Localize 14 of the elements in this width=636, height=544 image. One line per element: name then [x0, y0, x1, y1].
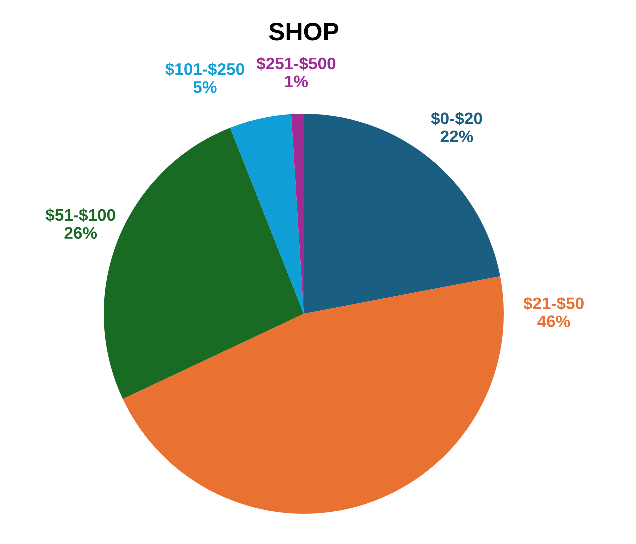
slice-label: $21-$50 — [524, 296, 584, 311]
data-label: 26% — [64, 227, 98, 240]
data-label: 46% — [538, 316, 570, 328]
pie-slice — [304, 114, 500, 314]
slice-label: $51-$100 — [46, 208, 116, 222]
slice-label: $0-$20 — [431, 112, 482, 126]
pie-slice — [123, 276, 504, 514]
pie-slice — [230, 114, 304, 314]
slice-label: $251-$500 — [256, 57, 336, 71]
data-label: 22% — [440, 130, 474, 142]
data-label: 5% — [194, 81, 217, 94]
data-label: 1% — [285, 76, 308, 88]
slice-label: $101-$250 — [166, 62, 244, 76]
chart-title: SHOP — [269, 23, 339, 41]
